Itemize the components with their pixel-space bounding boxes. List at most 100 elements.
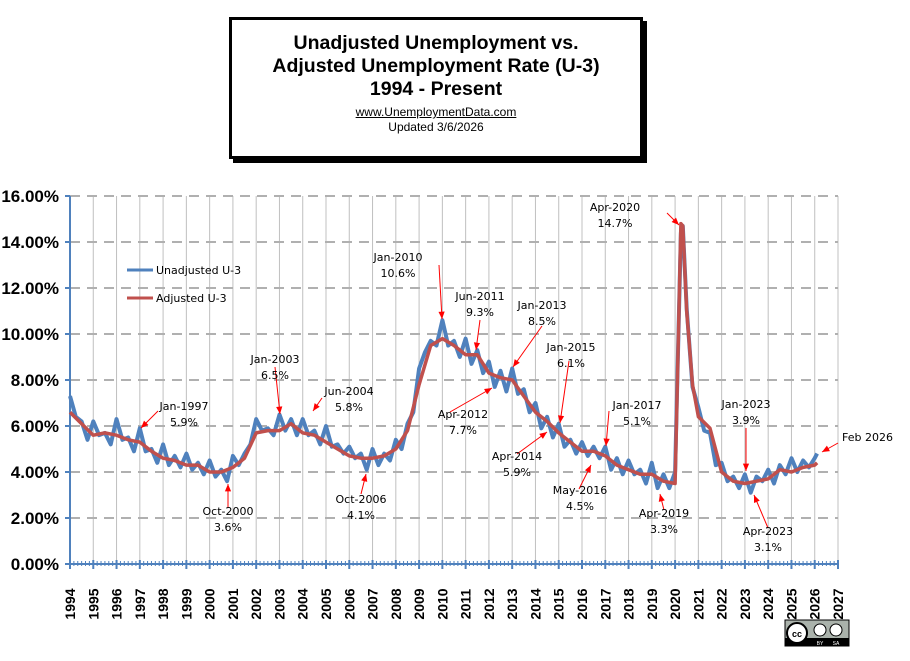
x-tick-label: 2019	[644, 588, 660, 619]
arrowhead-icon	[276, 406, 283, 414]
y-tick-label: 0.00%	[11, 555, 59, 574]
x-tick-label: 2025	[783, 588, 799, 619]
annotation-value: 8.5%	[528, 315, 556, 328]
x-tick-label: 2007	[365, 588, 381, 619]
x-tick-label: 2005	[318, 588, 334, 619]
arrowhead-icon	[473, 342, 481, 350]
arrowhead-icon	[141, 420, 149, 428]
annotation-date: Apr-2014	[492, 450, 542, 463]
y-tick-label: 16.00%	[1, 187, 59, 206]
arrowhead-icon	[557, 415, 565, 423]
legend-label-unadjusted: Unadjusted U-3	[156, 264, 241, 277]
annotation: Jan-2013 8.5%	[512, 299, 566, 368]
annotation: Jun-2004 5.8%	[312, 385, 374, 414]
y-tick-label: 12.00%	[1, 279, 59, 298]
annotation: Jan-1997 5.9%	[140, 400, 209, 429]
x-tick-label: 2026	[807, 588, 823, 619]
annotation-arrow-line	[274, 366, 281, 415]
annotation-value: 5.1%	[623, 415, 651, 428]
annotation-value: 9.3%	[466, 306, 494, 319]
x-tick-label: 2014	[527, 588, 543, 619]
chart-title-line-1: Unadjusted Unemployment vs.	[293, 32, 579, 54]
annotation-value: 6.1%	[557, 357, 585, 370]
annotation-value: 3.3%	[650, 523, 678, 536]
annotation-value: 14.7%	[598, 217, 633, 230]
series-adjusted-line	[68, 221, 819, 486]
annotation-date: Oct-2006	[336, 493, 387, 506]
annotation: Jan-2015 6.1%	[546, 341, 596, 424]
x-tick-label: 1999	[178, 588, 194, 619]
x-tick-label: 2022	[714, 588, 730, 619]
grid	[70, 195, 839, 564]
arrowhead-icon	[671, 217, 679, 225]
arrowhead-icon	[513, 359, 520, 367]
annotations: Jan-1997 5.9% Oct-2000 3.6% Jan-2003 6.5% Jun-…	[140, 201, 893, 554]
x-tick-label: 2012	[481, 588, 497, 619]
annotation-date: Apr-2012	[438, 408, 488, 421]
annotation-value: 4.1%	[347, 509, 375, 522]
x-tick-label: 2016	[574, 588, 590, 619]
annotation-date: Feb 2026	[842, 431, 893, 444]
title-box: Unadjusted Unemployment vs. Adjusted Une…	[229, 17, 643, 159]
x-tick-label: 2018	[621, 588, 637, 619]
annotation-date: Jan-1997	[159, 400, 209, 413]
x-tick-label: 1998	[155, 588, 171, 619]
annotation: Apr-2019 3.3%	[639, 493, 689, 536]
annotation-date: Jan-2015	[546, 341, 596, 354]
annotation-date: Jun-2004	[323, 385, 373, 398]
y-tick-label: 6.00%	[11, 417, 59, 436]
annotation-value: 10.6%	[381, 267, 416, 280]
x-tick-label: 1997	[132, 588, 148, 619]
source-link[interactable]: www.UnemploymentData.com	[355, 105, 517, 119]
svg-text:cc: cc	[792, 629, 802, 639]
x-tick-label: 2027	[830, 588, 846, 619]
annotation: Oct-2000 3.6%	[203, 484, 254, 534]
annotation: Apr-2014 5.9%	[492, 431, 548, 479]
x-tick-label: 2001	[225, 588, 241, 619]
x-tick-label: 2000	[202, 588, 218, 619]
annotation-value: 3.1%	[754, 541, 782, 554]
arrowhead-icon	[484, 388, 492, 395]
axes: 0.00% 2.00% 4.00% 6.00% 8.00% 10.00% 12.00% 14.…	[1, 187, 846, 620]
annotation-arrow-line	[512, 325, 543, 368]
annotation-arrow-line	[438, 264, 443, 320]
arrowhead-icon	[754, 495, 760, 503]
annotation-value: 5.9%	[503, 466, 531, 479]
series-lines	[68, 221, 819, 495]
x-tick-label: 2011	[458, 589, 474, 620]
x-tick-label: 1995	[85, 588, 101, 619]
annotation-date: Apr-2023	[743, 525, 793, 538]
x-tick-label: 2002	[248, 588, 264, 619]
x-tick-label: 1996	[109, 588, 125, 619]
annotation-value: 6.5%	[261, 369, 289, 382]
annotation: Apr-2012 7.7%	[438, 387, 493, 437]
svg-text:BY: BY	[817, 641, 824, 647]
arrowhead-icon	[539, 432, 547, 439]
y-tick-label: 8.00%	[11, 371, 59, 390]
x-tick-label: 2006	[341, 588, 357, 619]
annotation: Feb 2026	[821, 431, 893, 453]
arrowhead-icon	[658, 494, 665, 502]
annotation-date: Jan-2003	[250, 353, 300, 366]
annotation: Jan-2017 5.1%	[603, 399, 661, 447]
arrowhead-icon	[361, 474, 368, 482]
updated-date: Updated 3/6/2026	[388, 120, 484, 134]
arrowhead-icon	[584, 465, 591, 473]
annotation-date: Oct-2000	[203, 505, 254, 518]
y-tick-label: 10.00%	[1, 325, 59, 344]
annotation: Jan-2023 3.9%	[721, 398, 770, 471]
x-tick-label: 1994	[62, 588, 78, 619]
x-tick-label: 2003	[271, 588, 287, 619]
chart-title-line-2: Adjusted Unemployment Rate (U-3)	[272, 55, 600, 77]
legend: Unadjusted U-3 Adjusted U-3	[127, 264, 241, 305]
arrowhead-icon	[313, 403, 320, 411]
x-tick-label: 2004	[295, 588, 311, 619]
annotation-arrow-line	[449, 387, 493, 413]
cc-by-sa-icon[interactable]: cc BY SA	[784, 619, 850, 647]
y-tick-label: 14.00%	[1, 233, 59, 252]
x-tick-label: 2023	[737, 588, 753, 619]
x-tick-label: 2020	[667, 588, 683, 619]
legend-label-adjusted: Adjusted U-3	[156, 292, 227, 305]
annotation-value: 5.8%	[335, 401, 363, 414]
